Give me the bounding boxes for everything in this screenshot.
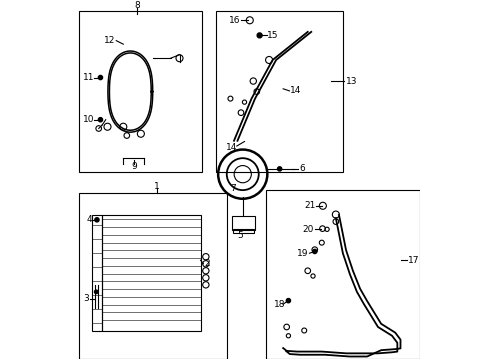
Circle shape <box>312 249 316 253</box>
Text: 19: 19 <box>297 249 308 258</box>
Circle shape <box>285 298 290 303</box>
Text: 14: 14 <box>226 143 237 152</box>
Circle shape <box>98 118 102 122</box>
Text: 3: 3 <box>82 294 88 303</box>
Text: 14: 14 <box>289 86 301 95</box>
Circle shape <box>94 290 98 294</box>
Text: 4: 4 <box>86 215 92 224</box>
Text: 21: 21 <box>304 201 315 210</box>
Text: 13: 13 <box>346 77 357 86</box>
Bar <box>216 11 342 172</box>
Text: 1: 1 <box>154 182 159 191</box>
Bar <box>232 216 255 230</box>
Circle shape <box>277 167 281 171</box>
Text: 15: 15 <box>267 31 278 40</box>
Text: 10: 10 <box>82 115 94 124</box>
Text: 16: 16 <box>228 16 240 25</box>
Circle shape <box>257 33 262 38</box>
Bar <box>79 193 226 359</box>
Text: 20: 20 <box>302 225 313 234</box>
Text: 11: 11 <box>82 73 94 82</box>
Text: 7: 7 <box>230 184 236 193</box>
Text: 5: 5 <box>237 231 243 240</box>
Text: 9: 9 <box>131 162 137 171</box>
Text: 8: 8 <box>134 1 140 10</box>
Circle shape <box>95 218 99 222</box>
Text: 2: 2 <box>203 259 209 268</box>
Text: 18: 18 <box>274 300 285 309</box>
Bar <box>233 229 254 233</box>
Text: 17: 17 <box>407 256 419 265</box>
Bar <box>265 190 419 359</box>
Bar <box>91 215 102 330</box>
Circle shape <box>98 76 102 80</box>
Text: 12: 12 <box>104 36 115 45</box>
Bar <box>79 11 202 172</box>
Bar <box>102 215 200 330</box>
Text: 6: 6 <box>298 165 304 174</box>
